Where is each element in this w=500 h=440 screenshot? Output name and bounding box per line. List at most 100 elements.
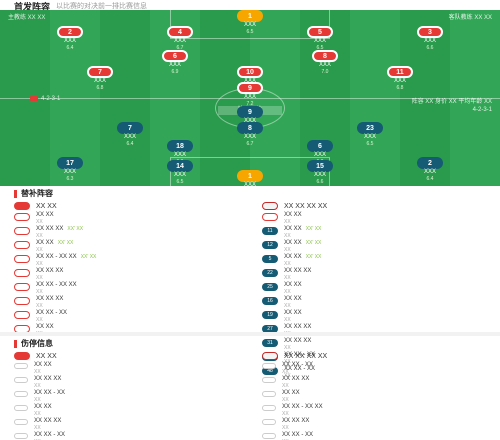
player-position: XX	[36, 261, 43, 267]
player-name: XX XX - XX XX	[36, 282, 77, 288]
status-icon	[262, 419, 276, 425]
home-team-logo-icon	[14, 202, 30, 210]
sub-row[interactable]: 5 XX XX XX' XX XX	[262, 254, 492, 268]
home-player[interactable]: 3 XXX 6.6	[405, 26, 455, 51]
injury-row[interactable]: XX XX XX	[262, 390, 492, 404]
player-rating: 6.4	[126, 141, 134, 147]
sub-row[interactable]: 19 XX XX XX	[262, 310, 492, 324]
away-player[interactable]: 23 XXX 6.5	[345, 122, 395, 147]
sub-row[interactable]: 12 XX XX XX' XX XX	[262, 240, 492, 254]
player-name: XX XX XX	[34, 376, 62, 382]
sub-row[interactable]: 16 XX XX XX	[262, 296, 492, 310]
away-injury-list: XX XX - XX XX XX XX XX XX XX XX XX XX XX - XX …	[262, 362, 492, 440]
status-icon	[14, 377, 28, 383]
home-formation: 4-2-3-1	[30, 96, 60, 102]
injury-row[interactable]: XX XX XX XX	[14, 418, 244, 432]
sub-row[interactable]: XX XX XX' XX XX	[14, 240, 244, 254]
sub-row[interactable]: XX XX - XX XX XX	[14, 282, 244, 296]
away-formation: 4-2-3-1	[472, 107, 492, 113]
player-position: XX	[284, 345, 291, 351]
sub-row[interactable]: XX XX - XX XX XX' XX XX	[14, 254, 244, 268]
player-position: XX	[284, 275, 291, 281]
shirt-number: 23	[357, 122, 383, 134]
home-player[interactable]: 4 XXX 6.7	[155, 26, 205, 51]
sub-row[interactable]: 25 XX XX XX	[262, 282, 492, 296]
sub-row[interactable]: 22 XX XX XX XX	[262, 268, 492, 282]
away-player[interactable]: 7 XXX 6.4	[105, 122, 155, 147]
player-rating: 6.3	[66, 176, 74, 182]
player-name: XX XX	[284, 296, 302, 302]
injury-status: XX	[34, 369, 41, 375]
home-player[interactable]: 5 XXX 6.5	[295, 26, 345, 51]
status-icon	[14, 391, 28, 397]
home-player[interactable]: 11 XXX 6.8	[375, 66, 425, 91]
player-name: XX XX	[282, 390, 300, 396]
player-name: XXX	[123, 134, 136, 140]
away-player[interactable]: 2 XXX 6.4	[405, 157, 455, 182]
home-player[interactable]: 9 XXX 7.2	[225, 82, 275, 107]
injury-row[interactable]: XX XX XX XX	[14, 376, 244, 390]
player-name: XX XX XX	[282, 376, 310, 382]
home-player[interactable]: 6 XXX 6.9	[150, 50, 200, 75]
shirt-number: 22	[262, 269, 278, 277]
home-team-header[interactable]: XX XX	[14, 200, 244, 212]
sub-row[interactable]: 48 XX XX - XX XX	[262, 366, 492, 380]
sub-row[interactable]: XX XX XX XX	[14, 268, 244, 282]
away-injury-team-header[interactable]: XX XX XX XX	[262, 350, 492, 362]
player-name: XXX	[168, 62, 181, 68]
injury-row[interactable]: XX XX XX	[14, 404, 244, 418]
shirt-number: 2	[57, 26, 83, 38]
injury-row[interactable]: XX XX XX XX	[262, 376, 492, 390]
home-player[interactable]: 2 XXX 6.4	[45, 26, 95, 51]
sub-row[interactable]: 31 XX XX XX XX	[262, 338, 492, 352]
home-injury-list: XX XX XX XX XX XX XX XX XX - XX XX XX XX XX XX X…	[14, 362, 244, 440]
sub-row[interactable]: XX XX XX XX	[14, 296, 244, 310]
injury-row[interactable]: XX XX XX XX	[262, 418, 492, 432]
player-name: XX XX XX	[34, 418, 62, 424]
home-player[interactable]: 7 XXX 6.8	[75, 66, 125, 91]
away-player[interactable]: 8 XXX 6.7	[225, 122, 275, 147]
away-player[interactable]: 15 XXX 6.6	[295, 160, 345, 185]
sub-time: XX' XX	[80, 254, 97, 260]
sub-time: XX' XX	[305, 226, 322, 232]
away-stats: 阵容 XX 身价 XX 平均年龄 XX	[411, 99, 492, 105]
shirt-number: 2	[417, 157, 443, 169]
injury-row[interactable]: XX XX XX	[14, 362, 244, 376]
section-subtitle: 以比赛的对决前一排比赛信息	[56, 3, 148, 10]
away-injuries: XX XX XX XX XX XX - XX XX XX XX XX XX XX XX X…	[262, 350, 492, 440]
injury-row[interactable]: XX XX - XX XX XX	[262, 404, 492, 418]
player-name: XXX	[243, 118, 256, 124]
sub-row[interactable]: XX XX XX XX' XX XX	[14, 226, 244, 240]
sub-row[interactable]: 11 XX XX XX' XX XX	[262, 226, 492, 240]
shirt-number: 5	[262, 255, 278, 263]
player-name: XX XX - XX	[284, 352, 316, 358]
player-name: XXX	[423, 169, 436, 175]
home-player[interactable]: 1 XXX 6.5	[225, 10, 275, 35]
away-player[interactable]: 17 XXX 6.3	[45, 157, 95, 182]
player-rating: 6.5	[176, 179, 184, 185]
home-player[interactable]: 8 XXX 7.0	[300, 50, 350, 75]
away-team-header[interactable]: XX XX XX XX	[262, 200, 492, 212]
player-name: XX XX	[284, 282, 302, 288]
sub-row[interactable]: XX XX - XX XX	[14, 310, 244, 324]
injury-status: XX	[282, 383, 289, 389]
home-team-name: XX XX	[36, 202, 57, 210]
away-player[interactable]: 14 XXX 6.5	[155, 160, 205, 185]
player-rating: 6.5	[366, 141, 374, 147]
player-name: XXX	[93, 78, 106, 84]
home-injury-team-header[interactable]: XX XX	[14, 350, 244, 362]
player-position: XX	[36, 317, 43, 323]
status-icon	[262, 405, 276, 411]
